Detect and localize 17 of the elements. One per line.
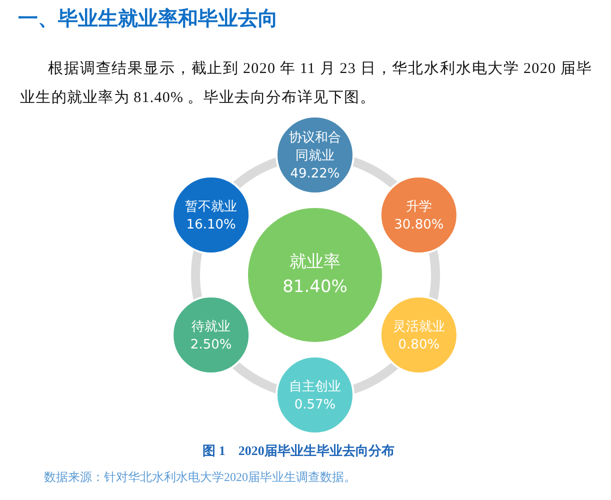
- category-label: 暂不就业: [185, 199, 238, 214]
- data-label: 0.57%: [294, 397, 336, 412]
- data-label: 81.40%: [282, 276, 348, 297]
- data-label: 0.80%: [398, 337, 440, 352]
- data-label: 16.10%: [186, 217, 236, 232]
- data-label: 30.80%: [394, 217, 444, 232]
- data-label: 2.50%: [190, 337, 232, 352]
- source-note: 数据来源：针对华北水利水电大学2020届毕业生调查数据。: [44, 469, 356, 486]
- category-label: 协议和合同就业: [289, 130, 341, 164]
- data-label: 49.22%: [290, 166, 340, 182]
- caption: 图 1 2020届毕业生毕业去向分布: [202, 442, 396, 460]
- category-label: 灵活就业: [392, 319, 445, 334]
- category-label: 升学: [406, 199, 432, 214]
- category-label: 待就业: [192, 319, 231, 334]
- category-label: 自主创业: [289, 378, 341, 394]
- text: 一、毕业生就业率和毕业去向: [18, 5, 278, 32]
- category-label: 就业率: [290, 252, 340, 272]
